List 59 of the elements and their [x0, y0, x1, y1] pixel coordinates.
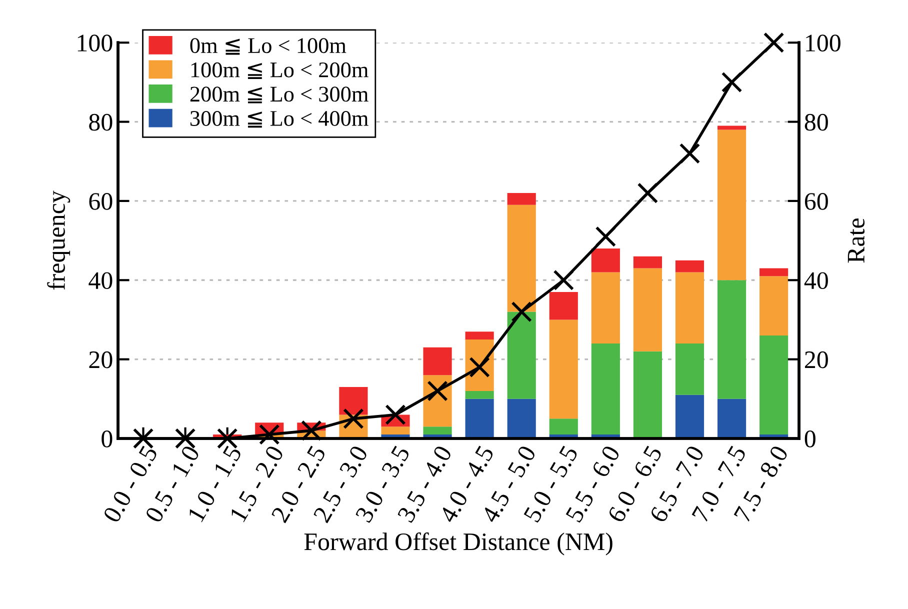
point [300, 420, 322, 441]
point [553, 270, 574, 291]
y-tick-label: 40 [88, 272, 112, 290]
point [679, 143, 700, 164]
y-tick-label: 80 [89, 114, 112, 131]
y2-tick-label: 100 [806, 34, 840, 52]
bar [717, 130, 746, 280]
point [258, 424, 280, 445]
y2-tick-label: 20 [805, 351, 828, 368]
x-axis-title: Forward Offset Distance (NM) [304, 532, 612, 556]
point [511, 301, 532, 322]
bar [633, 268, 662, 352]
point [637, 182, 658, 204]
bar [633, 351, 662, 438]
legend-label: 100m ≦ Lo < 200m [191, 62, 368, 80]
y2-tick-label: 60 [804, 193, 828, 210]
legend-label: 0m ≦ Lo < 100m [190, 38, 346, 55]
y-tick-label: 60 [89, 193, 112, 210]
point [595, 226, 616, 248]
bar [760, 336, 788, 435]
y-tick-label: 20 [89, 351, 112, 368]
bar [465, 390, 494, 399]
y-tick-label: 100 [78, 34, 112, 52]
legend-label: 200m ≦ Lo < 300m [190, 86, 368, 104]
bar [507, 312, 536, 399]
bar [675, 272, 704, 344]
point [763, 32, 784, 54]
bar [675, 343, 704, 395]
bar [549, 418, 578, 435]
y2-tick-label: 40 [804, 272, 828, 290]
y2-tick-label: 0 [804, 430, 816, 448]
bar [760, 268, 788, 276]
bar [423, 347, 452, 376]
y2-tick-label: 80 [804, 114, 828, 131]
bar [717, 280, 746, 399]
y-tick-label: 0 [102, 430, 112, 448]
bar [507, 193, 536, 205]
bar [423, 426, 452, 435]
bar [591, 343, 620, 435]
bar [339, 387, 368, 415]
bar [633, 256, 662, 268]
y-axis-title: frequency [47, 190, 70, 290]
bar [381, 426, 410, 435]
bar [549, 320, 578, 419]
bar [591, 272, 620, 344]
point [385, 404, 406, 426]
bar [760, 276, 788, 336]
bar [675, 260, 704, 272]
bar [507, 398, 536, 438]
bar [591, 248, 620, 272]
bar [675, 394, 704, 438]
bar [549, 292, 578, 320]
bar [465, 398, 494, 438]
legend-label: 300m ≦ Lo < 400m [190, 110, 368, 128]
y2-axis-title: Rate [848, 218, 865, 263]
bar [465, 332, 494, 340]
bar [507, 204, 536, 312]
bar [717, 398, 746, 438]
point [721, 72, 742, 93]
